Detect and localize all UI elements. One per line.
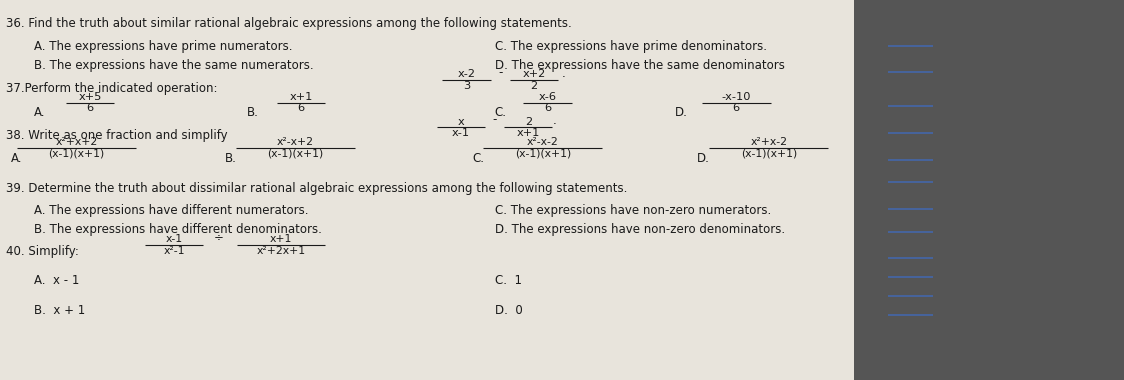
Text: x²-x-2: x²-x-2 [527, 138, 559, 147]
Text: A. The expressions have prime numerators.: A. The expressions have prime numerators… [34, 40, 292, 53]
Text: 6: 6 [544, 103, 551, 113]
Text: x+2: x+2 [523, 69, 545, 79]
Text: B.  x + 1: B. x + 1 [34, 304, 85, 317]
Text: (x-1)(x+1): (x-1)(x+1) [741, 149, 797, 159]
Text: 6: 6 [87, 103, 93, 113]
Text: D.: D. [697, 152, 709, 165]
Text: C. The expressions have prime denominators.: C. The expressions have prime denominato… [495, 40, 767, 53]
Text: x+1: x+1 [290, 92, 312, 102]
Text: 2: 2 [525, 117, 532, 127]
Text: C.  1: C. 1 [495, 274, 522, 287]
Text: C.: C. [495, 106, 507, 119]
Text: -x-10: -x-10 [722, 92, 751, 102]
Text: (x-1)(x+1): (x-1)(x+1) [515, 149, 571, 159]
Text: 38. Write as one fraction and simplify: 38. Write as one fraction and simplify [6, 129, 227, 142]
Text: 6: 6 [298, 103, 305, 113]
Text: D. The expressions have non-zero denominators.: D. The expressions have non-zero denomin… [495, 223, 785, 236]
Text: x-1: x-1 [452, 128, 470, 138]
FancyBboxPatch shape [0, 0, 854, 380]
Text: C. The expressions have non-zero numerators.: C. The expressions have non-zero numerat… [495, 204, 771, 217]
Text: D.  0: D. 0 [495, 304, 523, 317]
Text: B. The expressions have different denominators.: B. The expressions have different denomi… [34, 223, 321, 236]
Text: x-2: x-2 [457, 69, 475, 79]
Text: D.: D. [674, 106, 687, 119]
Text: -: - [492, 113, 497, 126]
Text: A.  x - 1: A. x - 1 [34, 274, 79, 287]
Text: C.: C. [472, 152, 484, 165]
Text: A. The expressions have different numerators.: A. The expressions have different numera… [34, 204, 308, 217]
Text: x²-x+2: x²-x+2 [278, 138, 314, 147]
Text: 36. Find the truth about similar rational algebraic expressions among the follow: 36. Find the truth about similar rationa… [6, 17, 571, 30]
Text: x: x [457, 117, 464, 127]
Text: x+1: x+1 [270, 234, 292, 244]
Text: x²-1: x²-1 [163, 246, 185, 256]
Text: x-1: x-1 [165, 234, 183, 244]
Text: D. The expressions have the same denominators: D. The expressions have the same denomin… [495, 59, 785, 72]
Text: x²+x+2: x²+x+2 [55, 138, 98, 147]
Text: x²+2x+1: x²+2x+1 [256, 246, 306, 256]
Text: x²+x-2: x²+x-2 [751, 138, 787, 147]
Text: A.: A. [34, 106, 45, 119]
Text: ÷: ÷ [215, 231, 224, 244]
Text: 3: 3 [463, 81, 470, 90]
Text: 37.Perform the indicated operation:: 37.Perform the indicated operation: [6, 82, 217, 95]
Text: x+1: x+1 [517, 128, 540, 138]
Text: .: . [562, 67, 565, 80]
FancyBboxPatch shape [854, 0, 1124, 380]
Text: B.: B. [225, 152, 237, 165]
Text: x-6: x-6 [538, 92, 556, 102]
Text: -: - [498, 66, 502, 79]
Text: B. The expressions have the same numerators.: B. The expressions have the same numerat… [34, 59, 314, 72]
Text: .: . [553, 114, 556, 127]
Text: (x-1)(x+1): (x-1)(x+1) [268, 149, 324, 159]
Text: A.: A. [11, 152, 22, 165]
Text: 39. Determine the truth about dissimilar rational algebraic expressions among th: 39. Determine the truth about dissimilar… [6, 182, 627, 195]
Text: 6: 6 [733, 103, 740, 113]
Text: B.: B. [247, 106, 260, 119]
Text: 2: 2 [531, 81, 537, 90]
Text: 40. Simplify:: 40. Simplify: [6, 245, 79, 258]
Text: (x-1)(x+1): (x-1)(x+1) [48, 149, 105, 159]
Text: x+5: x+5 [79, 92, 101, 102]
